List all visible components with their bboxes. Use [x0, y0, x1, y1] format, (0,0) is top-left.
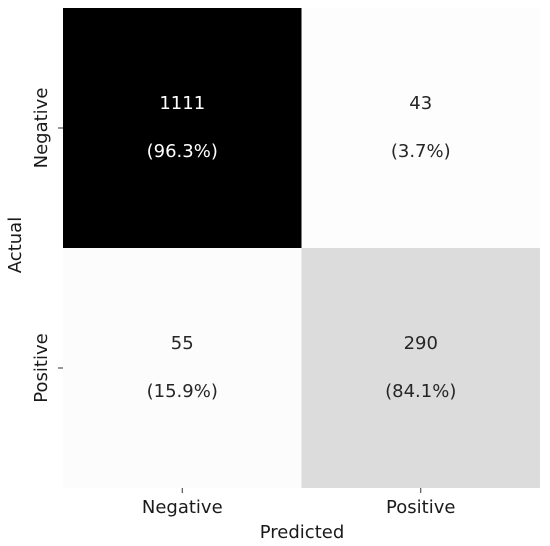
- cell-percent: (96.3%): [147, 141, 218, 162]
- x-tick-label: Positive: [386, 497, 455, 518]
- cell-percent: (3.7%): [391, 141, 451, 162]
- cell-value: 290: [404, 333, 438, 354]
- heatmap-cell: [63, 248, 302, 488]
- cell-value: 1111: [159, 93, 205, 114]
- y-axis-label: Actual: [5, 217, 26, 273]
- cell-percent: (84.1%): [385, 381, 456, 402]
- x-tick-label: Negative: [142, 497, 223, 518]
- cell-value: 55: [171, 333, 194, 354]
- y-tick-label: Positive: [31, 333, 52, 402]
- cell-percent: (15.9%): [147, 381, 218, 402]
- cell-value: 43: [409, 93, 432, 114]
- heatmap-cell: [301, 248, 540, 488]
- x-axis-label: Predicted: [260, 522, 345, 543]
- heatmap-cell: [301, 8, 540, 248]
- y-tick-label: Negative: [31, 88, 52, 169]
- heatmap-cell: [63, 8, 302, 248]
